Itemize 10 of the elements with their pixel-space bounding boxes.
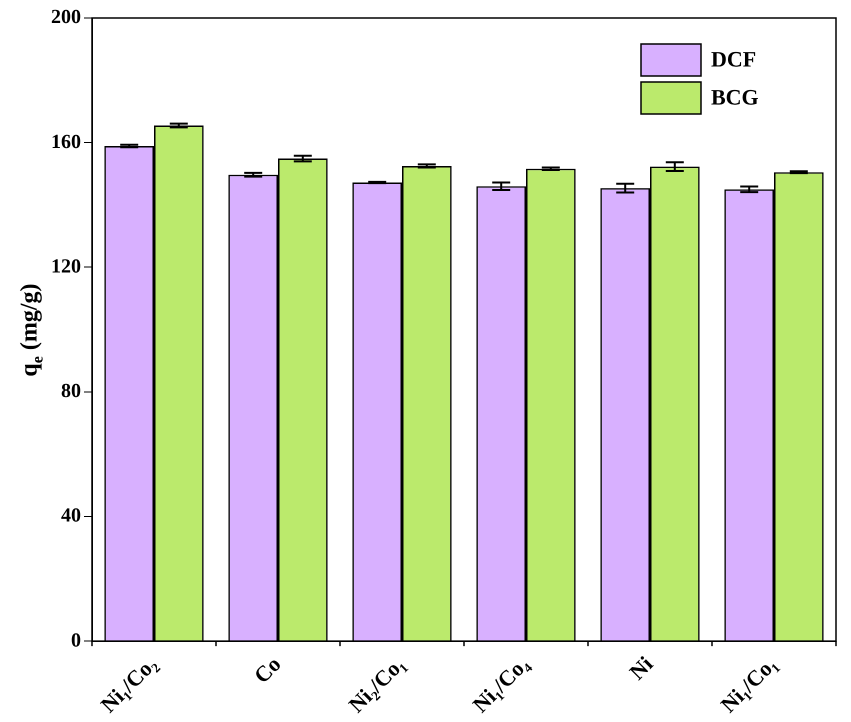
legend-label: BCG [711, 84, 759, 110]
y-tick-label: 160 [51, 130, 81, 153]
y-tick-label: 0 [71, 629, 81, 652]
x-tick-label: Ni [624, 651, 658, 685]
y-tick-label: 40 [61, 504, 81, 527]
x-tick-label: Co [248, 651, 286, 688]
y-tick-label: 200 [51, 6, 81, 28]
y-tick-label: 80 [61, 380, 81, 402]
legend-label: DCF [711, 46, 756, 72]
y-tick-label: 120 [51, 255, 81, 278]
